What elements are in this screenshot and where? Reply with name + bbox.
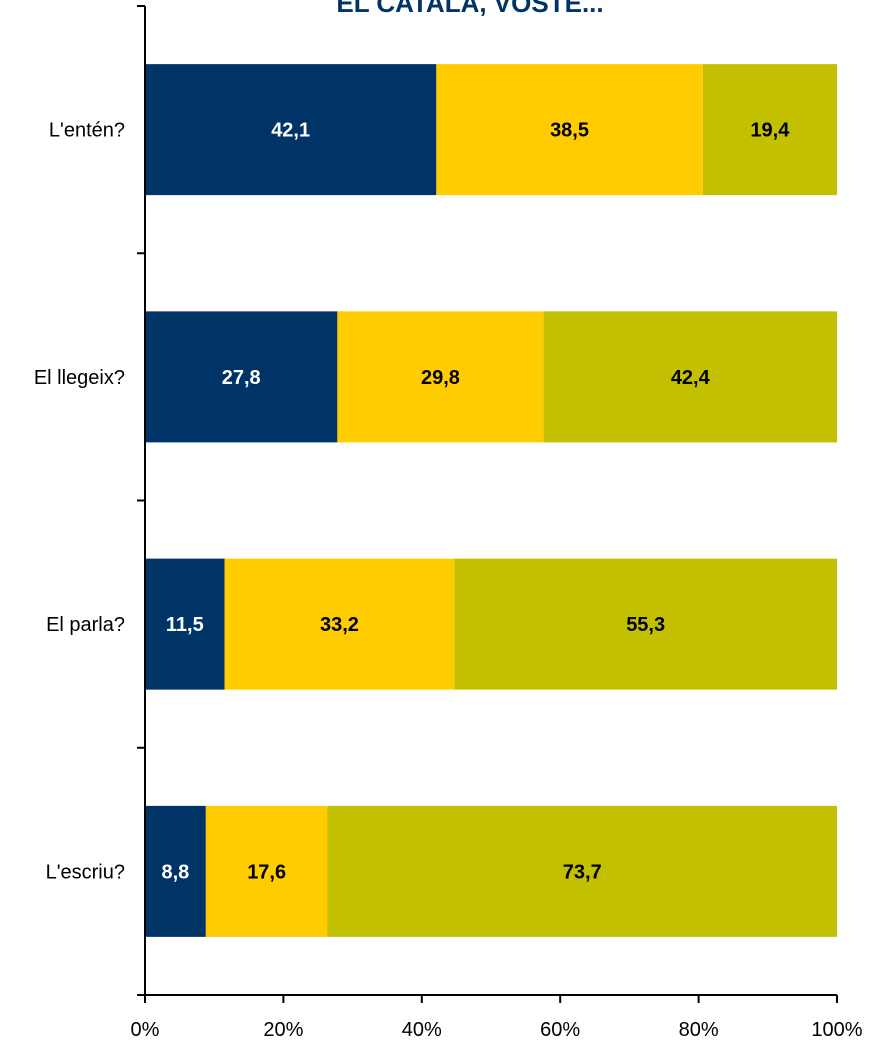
chart-title: EL CATALÀ, VOSTÈ...	[336, 0, 603, 18]
bar-segment	[224, 558, 455, 690]
x-tick-label: 40%	[402, 1019, 442, 1041]
bar-segment	[436, 64, 703, 196]
bar-segment	[205, 805, 328, 937]
x-tick-label: 100%	[811, 1019, 862, 1041]
data-label: 19,4	[750, 120, 790, 142]
data-label: 29,8	[421, 367, 460, 389]
x-tick-label: 80%	[679, 1019, 719, 1041]
category-label: El llegeix?	[34, 367, 125, 389]
bar-segment	[543, 311, 837, 443]
bar-segment	[454, 558, 837, 690]
category-label: L'escriu?	[46, 861, 125, 883]
category-label: El parla?	[46, 614, 125, 636]
x-tick-label: 0%	[131, 1019, 160, 1041]
data-label: 42,4	[671, 367, 711, 389]
x-tick-label: 60%	[540, 1019, 580, 1041]
data-label: 38,5	[550, 120, 589, 142]
category-label: L'entén?	[49, 120, 125, 142]
data-label: 42,1	[271, 120, 310, 142]
axes-layer: L'entén? El llegeix? El parla? L'escriu? 0% 2…	[34, 5, 863, 1041]
data-label: 55,3	[626, 614, 665, 636]
data-label: 17,6	[247, 861, 286, 883]
bar-segment	[327, 805, 837, 937]
bar-segment	[145, 558, 225, 690]
bar-segment	[145, 805, 206, 937]
bar-segment	[145, 64, 437, 196]
data-labels-layer: 42,1 38,5 19,4 27,8 29,8 42,4 11,5 33,2 55,3 8,8 1…	[162, 120, 791, 884]
x-tick-label: 20%	[263, 1019, 303, 1041]
bars-layer	[145, 64, 837, 937]
data-label: 33,2	[320, 614, 359, 636]
data-label: 73,7	[563, 861, 602, 883]
data-label: 27,8	[222, 367, 261, 389]
data-label: 11,5	[166, 614, 204, 636]
bar-segment	[145, 311, 338, 443]
bar-segment	[702, 64, 837, 196]
bar-segment	[337, 311, 544, 443]
data-label: 8,8	[162, 861, 190, 883]
